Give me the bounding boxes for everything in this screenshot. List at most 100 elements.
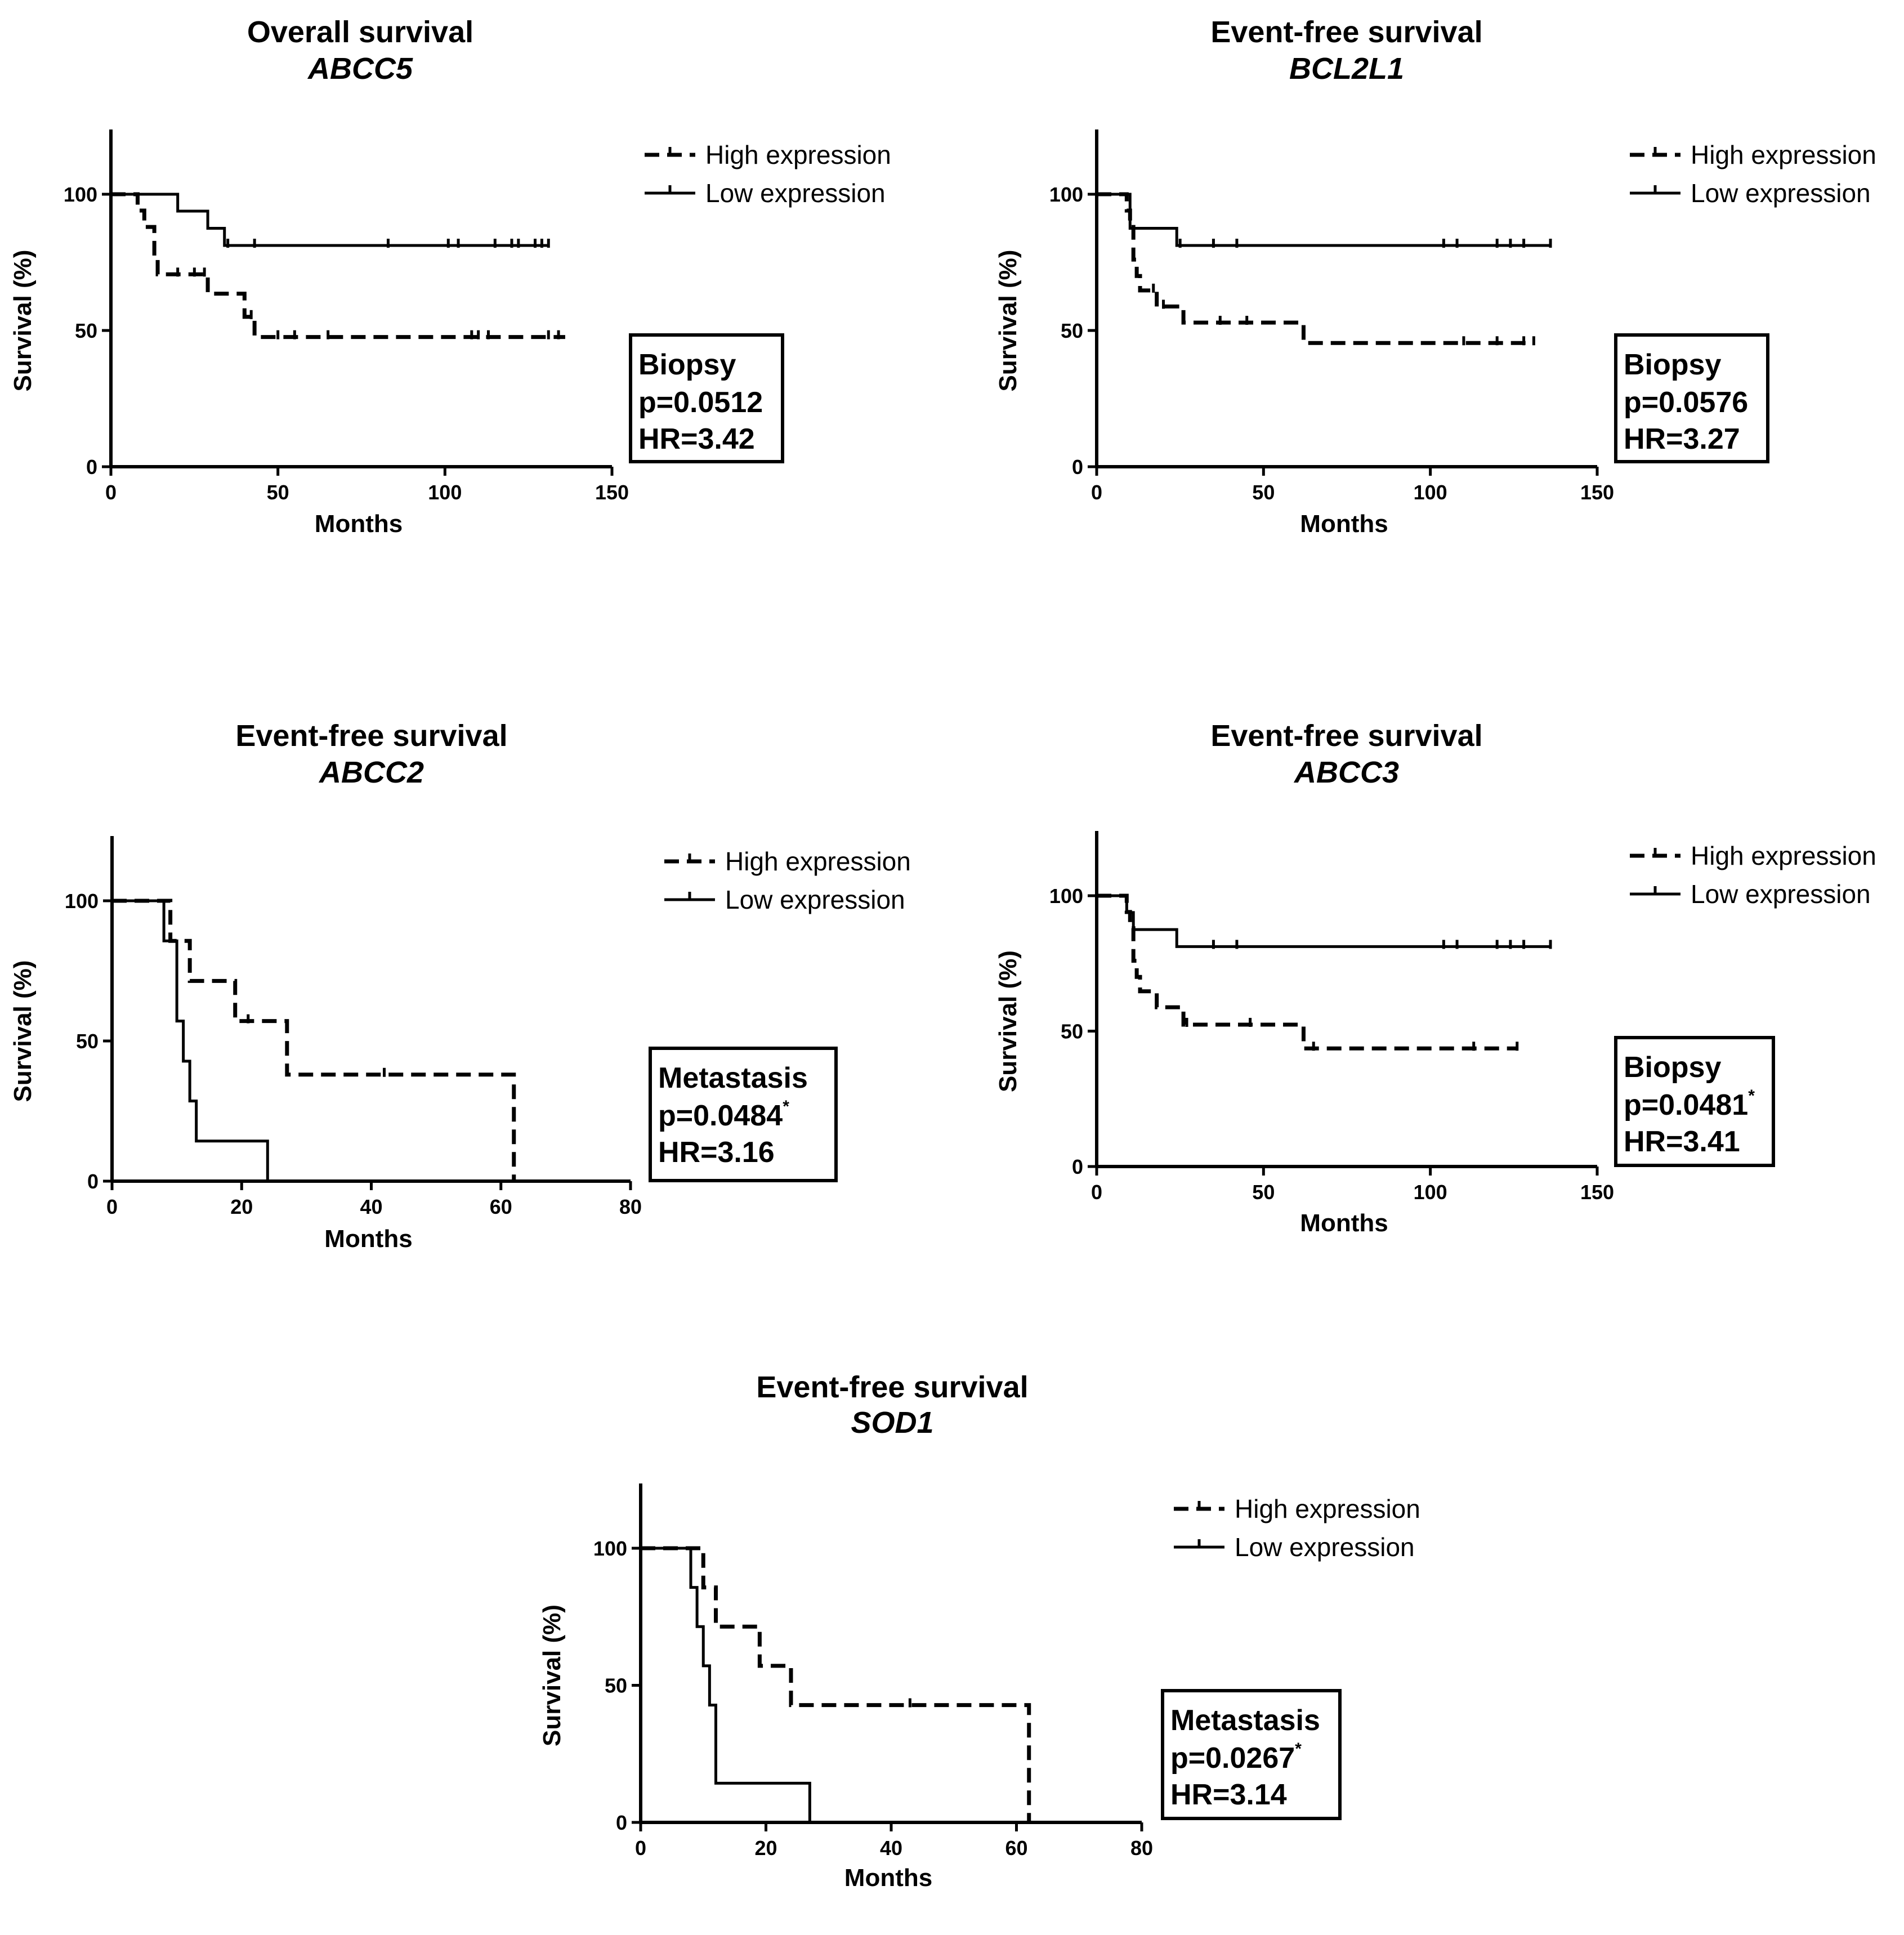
x-axis-label: Months — [324, 1225, 412, 1253]
x-tick-label: 100 — [1414, 1181, 1447, 1204]
low-expression-curve — [1097, 193, 1551, 247]
low-expression-curve — [112, 899, 269, 1181]
x-tick-label: 100 — [1414, 481, 1447, 504]
y-tick-label: 0 — [1072, 1155, 1083, 1178]
stats-box — [629, 333, 784, 463]
stats-sample: Biopsy — [638, 348, 736, 381]
gene-label: ABCC2 — [318, 756, 424, 789]
stats-p-text: p=0.0512 — [638, 386, 763, 419]
stats-p-text: p=0.0484 — [658, 1100, 783, 1132]
stats-hazard-ratio: HR=3.41 — [1624, 1125, 1740, 1158]
legend-high-label: High expression — [1235, 1494, 1420, 1523]
legend-low-label: Low expression — [705, 178, 886, 208]
y-tick-label: 100 — [1049, 884, 1083, 908]
y-axis-label: Survival (%) — [994, 950, 1022, 1092]
x-axis-label: Months — [1300, 1209, 1388, 1237]
x-axis-label: Months — [1300, 510, 1388, 538]
stats-box — [1161, 1689, 1342, 1820]
low-expression-curve — [111, 193, 549, 247]
stats-hazard-ratio: HR=3.16 — [658, 1136, 775, 1169]
stats-hazard-ratio: HR=3.27 — [1624, 423, 1740, 455]
x-axis-label: Months — [315, 510, 403, 538]
stats-p-value: p=0.0267* — [1170, 1740, 1302, 1775]
x-tick-label: 50 — [1252, 481, 1275, 504]
y-tick-label: 100 — [64, 183, 97, 206]
x-tick-label: 20 — [230, 1195, 253, 1218]
y-axis-label: Survival (%) — [9, 960, 37, 1102]
chart-title: Event-free survival — [235, 719, 507, 753]
y-tick-label: 50 — [605, 1674, 627, 1697]
stats-significance-mark: * — [783, 1097, 789, 1116]
x-tick-label: 0 — [106, 1195, 118, 1218]
x-tick-label: 0 — [105, 481, 117, 504]
stats-p-value: p=0.0481* — [1624, 1087, 1755, 1121]
x-tick-label: 60 — [490, 1195, 512, 1218]
stats-sample: Metastasis — [658, 1062, 808, 1094]
gene-label: ABCC3 — [1293, 756, 1399, 789]
x-tick-label: 100 — [428, 481, 462, 504]
legend-low-label: Low expression — [1691, 879, 1871, 909]
y-tick-label: 50 — [75, 319, 97, 342]
y-tick-label: 0 — [86, 455, 97, 479]
x-tick-label: 0 — [635, 1836, 646, 1860]
chart-title: Event-free survival — [1210, 719, 1482, 753]
x-axis-label: Months — [844, 1864, 932, 1892]
x-tick-label: 150 — [1580, 481, 1614, 504]
y-tick-label: 0 — [1072, 455, 1083, 479]
stats-p-value: p=0.0576 — [1624, 386, 1748, 419]
stats-p-value: p=0.0484* — [658, 1097, 789, 1132]
stats-sample: Biopsy — [1624, 348, 1721, 381]
x-tick-label: 150 — [595, 481, 629, 504]
stats-box — [1614, 1036, 1775, 1167]
high-expression-curve — [1097, 893, 1517, 1051]
stats-sample: Metastasis — [1170, 1704, 1320, 1737]
gene-label: BCL2L1 — [1289, 52, 1404, 86]
legend-high-label: High expression — [1691, 841, 1876, 870]
legend-low-label: Low expression — [1235, 1532, 1415, 1562]
legend-high-label: High expression — [1691, 140, 1876, 169]
y-tick-label: 100 — [593, 1537, 627, 1560]
y-tick-label: 100 — [1049, 183, 1083, 206]
x-tick-label: 50 — [267, 481, 289, 504]
x-tick-label: 80 — [619, 1195, 642, 1218]
legend-low-label: Low expression — [1691, 178, 1871, 208]
stats-hazard-ratio: HR=3.42 — [638, 423, 755, 455]
high-expression-curve — [641, 1546, 1031, 1822]
high-expression-curve — [111, 192, 565, 339]
stats-hazard-ratio: HR=3.14 — [1170, 1778, 1287, 1811]
legend-low-label: Low expression — [725, 885, 905, 914]
stats-significance-mark: * — [1748, 1087, 1755, 1105]
stats-sample: Biopsy — [1624, 1051, 1721, 1084]
x-tick-label: 150 — [1580, 1181, 1614, 1204]
stats-p-text: p=0.0576 — [1624, 386, 1748, 419]
legend-high-label: High expression — [705, 140, 891, 169]
y-tick-label: 50 — [76, 1030, 99, 1053]
x-tick-label: 40 — [880, 1836, 902, 1860]
y-tick-label: 100 — [65, 890, 99, 913]
stats-significance-mark: * — [1295, 1740, 1302, 1758]
x-tick-label: 60 — [1005, 1836, 1027, 1860]
high-expression-curve — [1097, 192, 1534, 345]
gene-label: ABCC5 — [307, 52, 413, 86]
y-tick-label: 50 — [1061, 1020, 1083, 1043]
low-expression-curve — [641, 1547, 811, 1822]
chart-title: Event-free survival — [756, 1370, 1028, 1404]
stats-box — [1614, 333, 1769, 463]
y-axis-label: Survival (%) — [538, 1605, 566, 1746]
stats-p-text: p=0.0481 — [1624, 1089, 1748, 1121]
x-tick-label: 40 — [360, 1195, 382, 1218]
x-tick-label: 0 — [1091, 481, 1102, 504]
x-tick-label: 80 — [1130, 1836, 1153, 1860]
x-tick-label: 20 — [754, 1836, 777, 1860]
stats-p-text: p=0.0267 — [1170, 1742, 1295, 1775]
legend-high-label: High expression — [725, 847, 911, 876]
x-tick-label: 0 — [1091, 1181, 1102, 1204]
gene-label: SOD1 — [851, 1406, 933, 1440]
y-tick-label: 0 — [616, 1811, 627, 1834]
low-expression-curve — [1097, 894, 1551, 948]
